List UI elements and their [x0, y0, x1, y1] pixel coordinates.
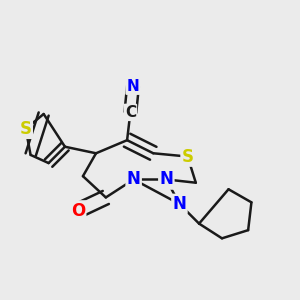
Text: S: S: [20, 120, 32, 138]
Text: S: S: [182, 148, 194, 166]
Text: N: N: [127, 170, 141, 188]
Text: N: N: [159, 170, 173, 188]
Text: C: C: [125, 105, 136, 120]
Text: N: N: [172, 195, 186, 213]
Text: N: N: [127, 79, 140, 94]
Text: O: O: [71, 202, 85, 220]
